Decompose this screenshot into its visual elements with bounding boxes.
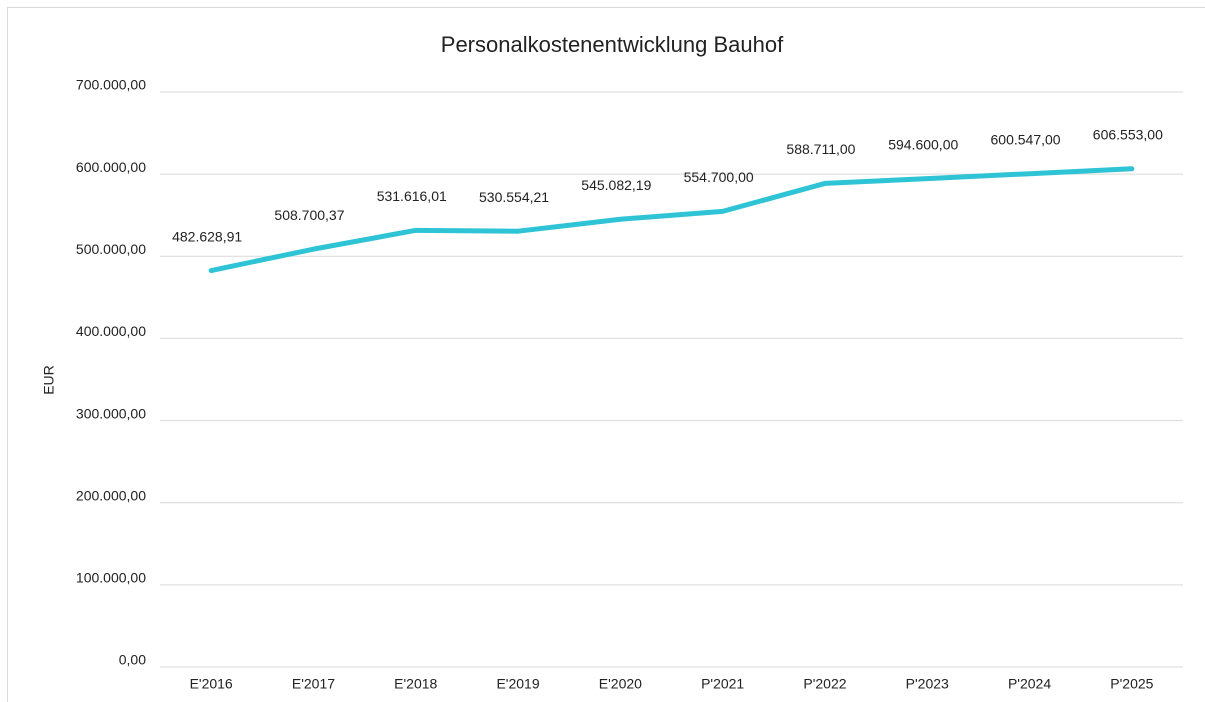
y-tick-label: 400.000,00 bbox=[76, 323, 146, 339]
x-tick-label: P'2023 bbox=[906, 676, 949, 692]
x-tick-label: E'2016 bbox=[190, 676, 233, 692]
data-label: 508.700,37 bbox=[274, 207, 344, 223]
data-label: 554.700,00 bbox=[684, 169, 754, 185]
y-tick-label: 600.000,00 bbox=[76, 159, 146, 175]
x-tick-label: P'2024 bbox=[1008, 676, 1051, 692]
y-tick-label: 300.000,00 bbox=[76, 405, 146, 421]
x-tick-label: P'2021 bbox=[701, 676, 744, 692]
y-axis-label: EUR bbox=[41, 365, 57, 395]
data-label: 531.616,01 bbox=[377, 188, 447, 204]
y-tick-label: 100.000,00 bbox=[76, 570, 146, 586]
x-tick-label: P'2022 bbox=[803, 676, 846, 692]
data-label: 588.711,00 bbox=[786, 141, 855, 157]
data-line bbox=[208, 166, 1135, 274]
data-label: 600.547,00 bbox=[991, 131, 1061, 147]
data-label: 594.600,00 bbox=[888, 136, 958, 152]
y-tick-label: 500.000,00 bbox=[76, 241, 146, 257]
x-tick-label: E'2020 bbox=[599, 676, 642, 692]
data-label: 482.628,91 bbox=[172, 228, 242, 244]
chart-border bbox=[7, 7, 1205, 702]
y-tick-label: 200.000,00 bbox=[76, 487, 146, 503]
chart-title: Personalkostenentwicklung Bauhof bbox=[441, 32, 784, 57]
x-tick-label: E'2019 bbox=[496, 676, 539, 692]
data-label: 545.082,19 bbox=[581, 177, 651, 193]
data-label: 606.553,00 bbox=[1093, 126, 1163, 142]
y-tick-label: 0,00 bbox=[119, 652, 146, 668]
data-label: 530.554,21 bbox=[479, 189, 549, 205]
x-tick-label: E'2018 bbox=[394, 676, 437, 692]
x-tick-label: E'2017 bbox=[292, 676, 335, 692]
y-tick-label: 700.000,00 bbox=[76, 77, 146, 93]
x-tick-label: P'2025 bbox=[1110, 676, 1153, 692]
